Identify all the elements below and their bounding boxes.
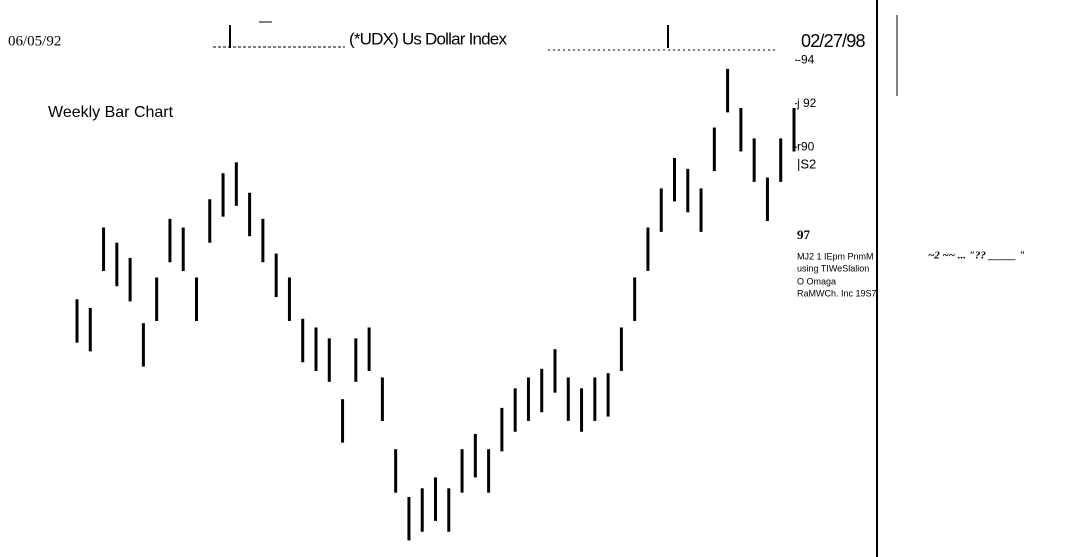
price-bar [248, 192, 252, 237]
price-bar [195, 277, 198, 321]
price-bar [712, 127, 716, 172]
price-bar [367, 327, 371, 371]
y-tick-label: r90 [797, 139, 815, 153]
price-bar [487, 449, 491, 493]
price-bar [261, 218, 265, 263]
price-bar [434, 477, 437, 521]
annotation: ~2 ~~ ... "?? _____ " [928, 250, 1025, 262]
price-bar [181, 227, 185, 271]
price-bar [128, 257, 132, 302]
end-date: 02/27/98 [801, 31, 865, 51]
price-bar [513, 388, 517, 432]
price-bar [155, 277, 159, 321]
price-bar [407, 496, 411, 541]
annotation: 97 [797, 227, 811, 242]
price-bar [540, 368, 544, 413]
y-tick-label: j 92 [796, 96, 817, 110]
price-bar [473, 433, 477, 478]
price-bar [141, 323, 145, 367]
y-tick-label: -94 [797, 52, 815, 66]
price-bar [314, 327, 318, 371]
price-bar [553, 349, 557, 393]
price-bar [234, 162, 238, 206]
price-bar [327, 338, 331, 382]
price-bar [765, 177, 769, 221]
price-bar [566, 377, 570, 421]
price-bar [394, 449, 398, 493]
price-bar [341, 399, 345, 443]
price-bar [88, 307, 92, 352]
price-bar [673, 157, 676, 202]
price-bar [593, 377, 597, 421]
annotation: MJ2 1 IEpm PnmM [797, 251, 874, 261]
price-bar [75, 299, 79, 343]
price-bar [606, 373, 610, 417]
price-bar [420, 488, 424, 532]
frame [213, 0, 898, 557]
chart-title: (*UDX) Us Dollar Index [349, 29, 507, 48]
price-bar [208, 199, 212, 243]
annotations: |S2 97 MJ2 1 IEpm PnmM using TIWeSlalion… [797, 156, 1025, 298]
price-bar [633, 277, 637, 321]
price-bar [739, 108, 743, 152]
price-bar [301, 318, 305, 363]
price-bar [168, 218, 172, 263]
price-bar [500, 407, 504, 452]
price-bar [580, 388, 584, 432]
price-bar [274, 253, 278, 298]
price-bar [792, 108, 796, 152]
annotation: using TIWeSlalion [797, 263, 869, 273]
price-bar [659, 188, 663, 232]
price-bar [699, 188, 703, 232]
annotation: |S2 [797, 156, 816, 171]
price-bar [779, 138, 783, 182]
price-bar [686, 168, 690, 213]
start-date: 06/05/92 [8, 33, 61, 49]
price-bar [726, 68, 730, 113]
annotation: RaMWCh. Inc 19S7 [797, 288, 877, 298]
price-bar [619, 327, 623, 371]
annotation: O Omaga [797, 276, 836, 286]
price-bar [447, 488, 451, 532]
price-bar [380, 377, 384, 421]
price-bar [752, 138, 756, 182]
price-bar [115, 242, 119, 287]
price-bar [460, 449, 464, 493]
price-bar [287, 277, 291, 321]
price-bar [221, 173, 225, 217]
price-bar [354, 338, 358, 382]
price-bar [646, 227, 650, 271]
price-bar [102, 227, 106, 271]
chart-subtitle: Weekly Bar Chart [48, 104, 174, 121]
price-bar [526, 377, 530, 421]
